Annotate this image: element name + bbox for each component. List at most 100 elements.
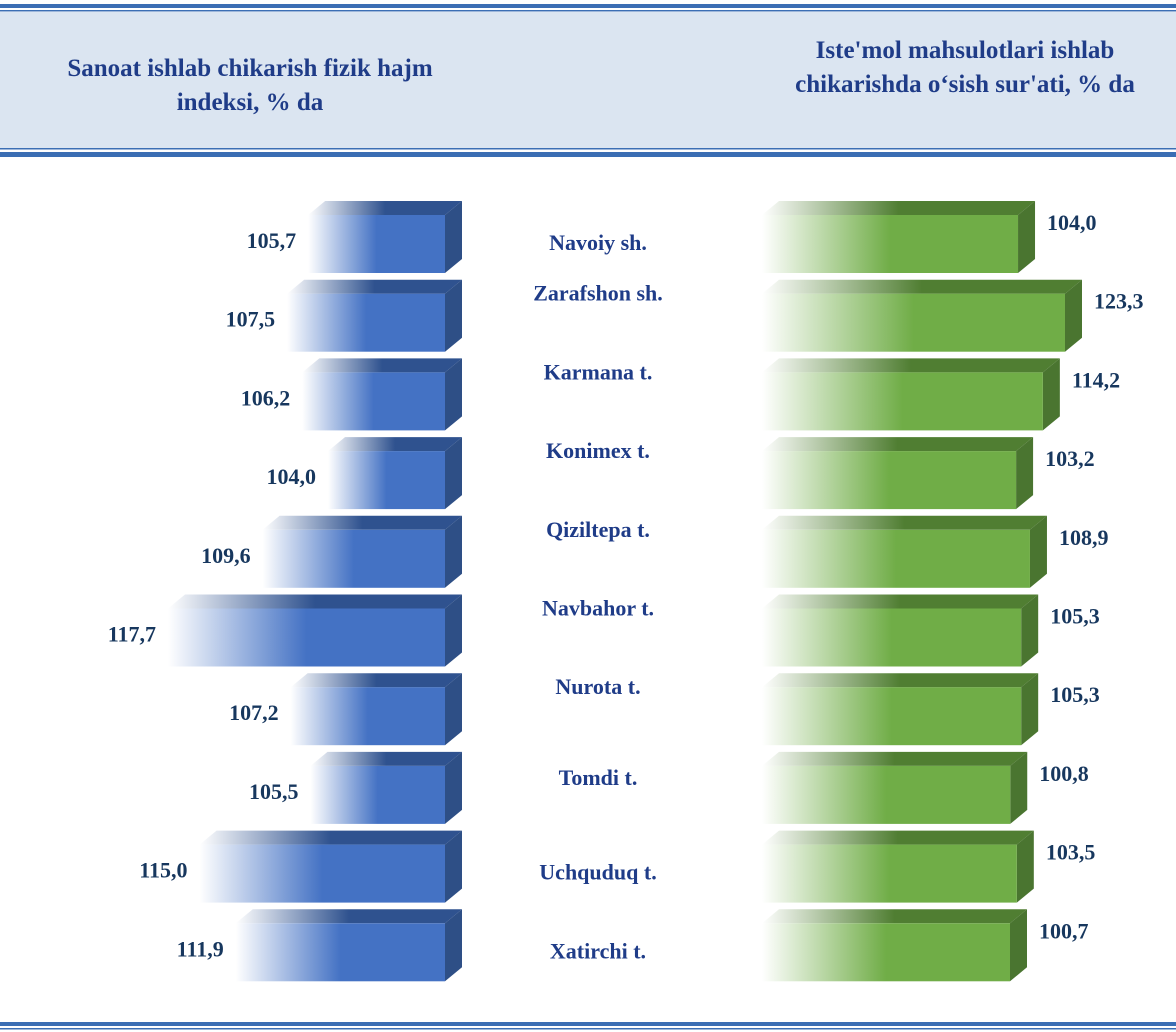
bar bbox=[328, 437, 462, 510]
bar bbox=[762, 909, 1027, 982]
bar bbox=[762, 751, 1028, 824]
bar bbox=[287, 279, 462, 352]
bar-side bbox=[1042, 358, 1060, 431]
bar-top bbox=[762, 909, 1027, 924]
category-label: Qiziltepa t. bbox=[546, 517, 650, 542]
rule bbox=[0, 10, 1176, 12]
bar-front bbox=[308, 215, 445, 273]
bar-top bbox=[199, 830, 463, 845]
bar-front bbox=[302, 372, 445, 431]
header-band bbox=[0, 12, 1176, 148]
bar bbox=[762, 673, 1039, 746]
bar bbox=[762, 515, 1047, 588]
bar-side bbox=[445, 437, 462, 510]
bar bbox=[762, 201, 1036, 273]
bar-front bbox=[762, 529, 1030, 588]
bar-side bbox=[445, 673, 462, 746]
bar bbox=[762, 594, 1039, 667]
bar-top bbox=[328, 437, 462, 452]
bar-top bbox=[262, 515, 462, 530]
bar-side bbox=[445, 515, 462, 588]
bar-top bbox=[302, 358, 462, 373]
bar bbox=[762, 437, 1034, 510]
value-label: 111,9 bbox=[177, 936, 224, 961]
value-label: 117,7 bbox=[108, 622, 156, 647]
bar-top bbox=[762, 751, 1028, 766]
bar-front bbox=[235, 923, 445, 982]
bar-top bbox=[762, 201, 1036, 215]
bar bbox=[290, 673, 462, 746]
bar-side bbox=[445, 279, 462, 352]
bar-side bbox=[445, 751, 462, 824]
value-label: 105,7 bbox=[247, 228, 297, 253]
bar-side bbox=[1016, 830, 1034, 903]
series-header: Sanoat ishlab chikarish fizik hajm indek… bbox=[67, 55, 433, 116]
bar-side bbox=[445, 830, 462, 903]
value-label: 100,7 bbox=[1039, 918, 1089, 943]
value-label: 105,3 bbox=[1050, 682, 1100, 707]
bar-front bbox=[328, 451, 445, 510]
bar-front bbox=[762, 844, 1017, 903]
bar-side bbox=[445, 909, 462, 982]
category-label: Nurota t. bbox=[555, 674, 640, 699]
value-label: 105,3 bbox=[1050, 604, 1100, 629]
bar-top bbox=[308, 201, 462, 215]
bar-front bbox=[762, 293, 1065, 352]
value-label: 107,2 bbox=[229, 700, 279, 725]
bar bbox=[302, 358, 462, 431]
bar-front bbox=[290, 687, 445, 746]
bar bbox=[168, 594, 462, 667]
category-label: Xatirchi t. bbox=[550, 938, 646, 963]
bar-side bbox=[1021, 594, 1039, 667]
bar-side bbox=[445, 358, 462, 431]
rule bbox=[0, 4, 1176, 8]
bar-top bbox=[762, 515, 1047, 530]
bar-front bbox=[262, 529, 445, 588]
category-label: Uchquduq t. bbox=[539, 860, 656, 885]
value-label: 100,8 bbox=[1039, 761, 1089, 786]
category-label: Karmana t. bbox=[544, 359, 653, 384]
bar-side bbox=[1016, 437, 1034, 510]
bar-top bbox=[168, 594, 462, 609]
bar-side bbox=[1018, 201, 1036, 273]
bar-top bbox=[762, 830, 1034, 845]
value-label: 104,0 bbox=[1047, 210, 1097, 235]
value-label: 106,2 bbox=[241, 385, 291, 410]
bar-front bbox=[199, 844, 445, 903]
bar-front bbox=[168, 608, 445, 667]
rule bbox=[0, 148, 1176, 150]
bar bbox=[762, 279, 1082, 352]
bar bbox=[762, 358, 1060, 431]
bar-front bbox=[762, 451, 1017, 510]
bar-top bbox=[762, 358, 1060, 373]
category-label: Navoiy sh. bbox=[549, 230, 647, 255]
series-header: Iste'mol mahsulotlari ishlab chikarishda… bbox=[795, 37, 1135, 98]
bar bbox=[199, 830, 463, 903]
category-label: Zarafshon sh. bbox=[533, 281, 663, 306]
bar bbox=[235, 909, 462, 982]
bar-top bbox=[235, 909, 462, 924]
value-label: 114,2 bbox=[1072, 367, 1120, 392]
bar-front bbox=[310, 765, 445, 824]
bar-side bbox=[445, 201, 462, 273]
value-label: 108,9 bbox=[1059, 525, 1109, 550]
bar-top bbox=[762, 673, 1039, 688]
value-label: 103,5 bbox=[1046, 840, 1096, 865]
bar-front bbox=[762, 608, 1022, 667]
rule bbox=[0, 1028, 1176, 1030]
value-label: 123,3 bbox=[1094, 289, 1144, 314]
bar bbox=[762, 830, 1034, 903]
bar-side bbox=[1010, 751, 1028, 824]
value-label: 105,5 bbox=[249, 779, 299, 804]
category-label: Tomdi t. bbox=[559, 765, 638, 790]
bar-side bbox=[445, 594, 462, 667]
value-label: 104,0 bbox=[267, 464, 317, 489]
bar bbox=[308, 201, 462, 273]
bar-front bbox=[287, 293, 445, 352]
bar-front bbox=[762, 923, 1010, 982]
category-label: Konimex t. bbox=[546, 438, 650, 463]
rule bbox=[0, 1022, 1176, 1026]
bar-front bbox=[762, 687, 1022, 746]
